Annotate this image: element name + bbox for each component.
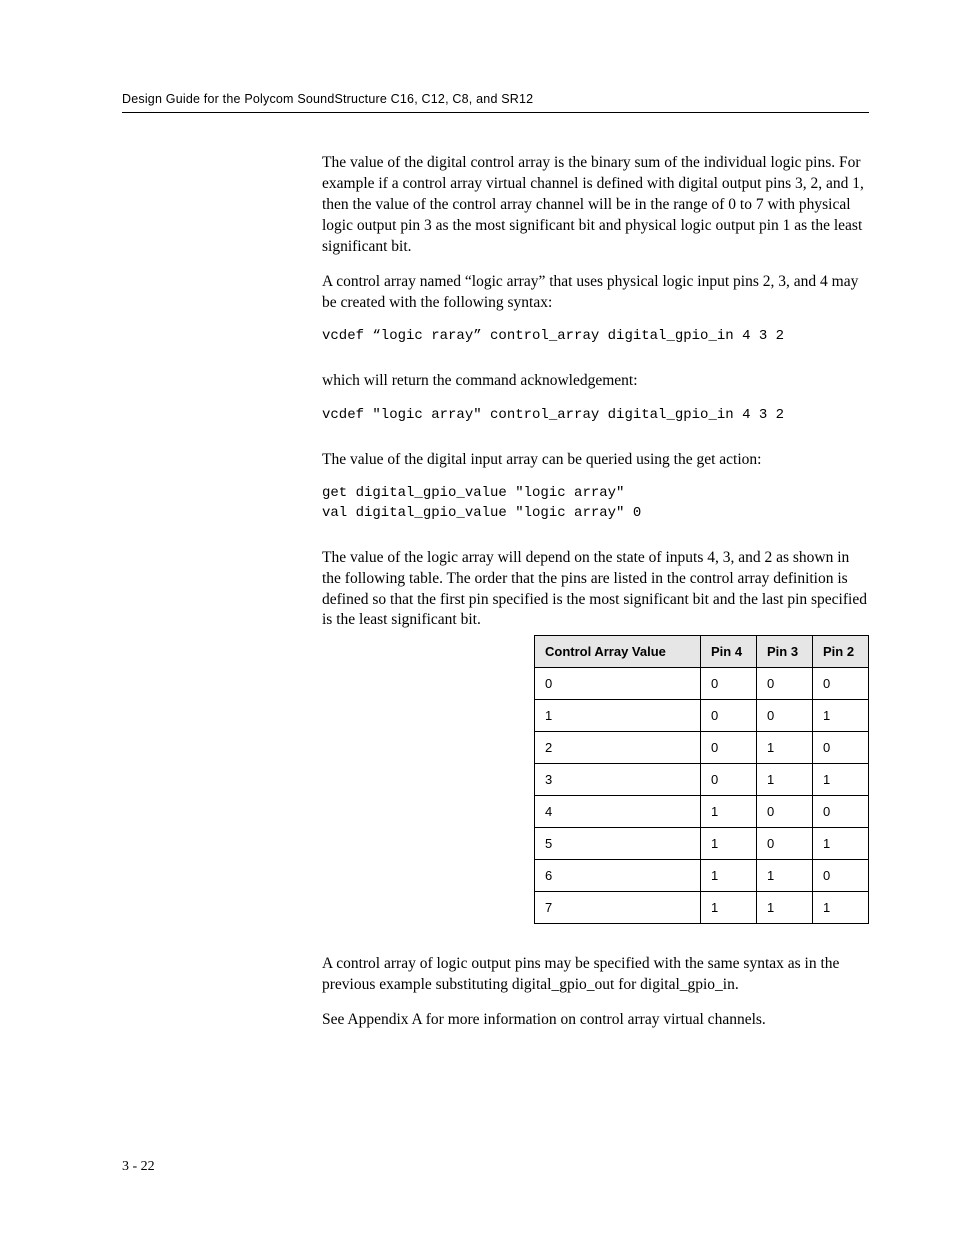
table-header-row: Control Array Value Pin 4 Pin 3 Pin 2 [535, 636, 869, 668]
table-row: 2010 [535, 732, 869, 764]
table-cell: 3 [535, 764, 701, 796]
table-row: 3011 [535, 764, 869, 796]
paragraph: The value of the digital control array i… [322, 153, 869, 258]
col-header: Pin 4 [701, 636, 757, 668]
paragraph: The value of the logic array will depend… [322, 548, 869, 632]
table-cell: 0 [701, 668, 757, 700]
table-row: 7111 [535, 892, 869, 924]
code-block: vcdef “logic raray” control_array digita… [322, 327, 869, 347]
col-header: Control Array Value [535, 636, 701, 668]
table-cell: 1 [813, 892, 869, 924]
table-cell: 1 [701, 828, 757, 860]
table-cell: 0 [757, 796, 813, 828]
table-cell: 0 [757, 668, 813, 700]
table-cell: 5 [535, 828, 701, 860]
table-cell: 7 [535, 892, 701, 924]
code-block: get digital_gpio_value "logic array" val… [322, 484, 869, 523]
table-cell: 1 [757, 764, 813, 796]
table-cell: 0 [757, 828, 813, 860]
paragraph: The value of the digital input array can… [322, 450, 869, 471]
header-rule [122, 112, 869, 113]
table-cell: 2 [535, 732, 701, 764]
table-cell: 0 [757, 700, 813, 732]
table-cell: 1 [813, 764, 869, 796]
table-cell: 0 [813, 796, 869, 828]
col-header: Pin 2 [813, 636, 869, 668]
paragraph: which will return the command acknowledg… [322, 371, 869, 392]
paragraph: See Appendix A for more information on c… [322, 1010, 869, 1031]
table-cell: 0 [701, 732, 757, 764]
table-row: 0000 [535, 668, 869, 700]
table-cell: 6 [535, 860, 701, 892]
col-header: Pin 3 [757, 636, 813, 668]
table-row: 4100 [535, 796, 869, 828]
page-number: 3 - 22 [122, 1159, 155, 1175]
table-cell: 4 [535, 796, 701, 828]
table-cell: 1 [757, 892, 813, 924]
table-cell: 0 [813, 732, 869, 764]
table-cell: 0 [813, 860, 869, 892]
table-cell: 1 [701, 892, 757, 924]
table-cell: 1 [813, 828, 869, 860]
table-cell: 1 [813, 700, 869, 732]
table-cell: 1 [701, 860, 757, 892]
table-cell: 0 [701, 700, 757, 732]
table-cell: 1 [757, 860, 813, 892]
table-cell: 1 [535, 700, 701, 732]
table-cell: 1 [757, 732, 813, 764]
table-cell: 0 [813, 668, 869, 700]
code-block: vcdef "logic array" control_array digita… [322, 406, 869, 426]
content-area: The value of the digital control array i… [322, 153, 869, 1031]
table-cell: 1 [701, 796, 757, 828]
paragraph: A control array named “logic array” that… [322, 272, 869, 314]
paragraph: A control array of logic output pins may… [322, 954, 869, 996]
table-row: 5101 [535, 828, 869, 860]
page-header: Design Guide for the Polycom SoundStruct… [122, 92, 869, 106]
control-array-table: Control Array Value Pin 4 Pin 3 Pin 2 00… [534, 635, 869, 924]
table-row: 1001 [535, 700, 869, 732]
table-cell: 0 [535, 668, 701, 700]
table-row: 6110 [535, 860, 869, 892]
table-cell: 0 [701, 764, 757, 796]
